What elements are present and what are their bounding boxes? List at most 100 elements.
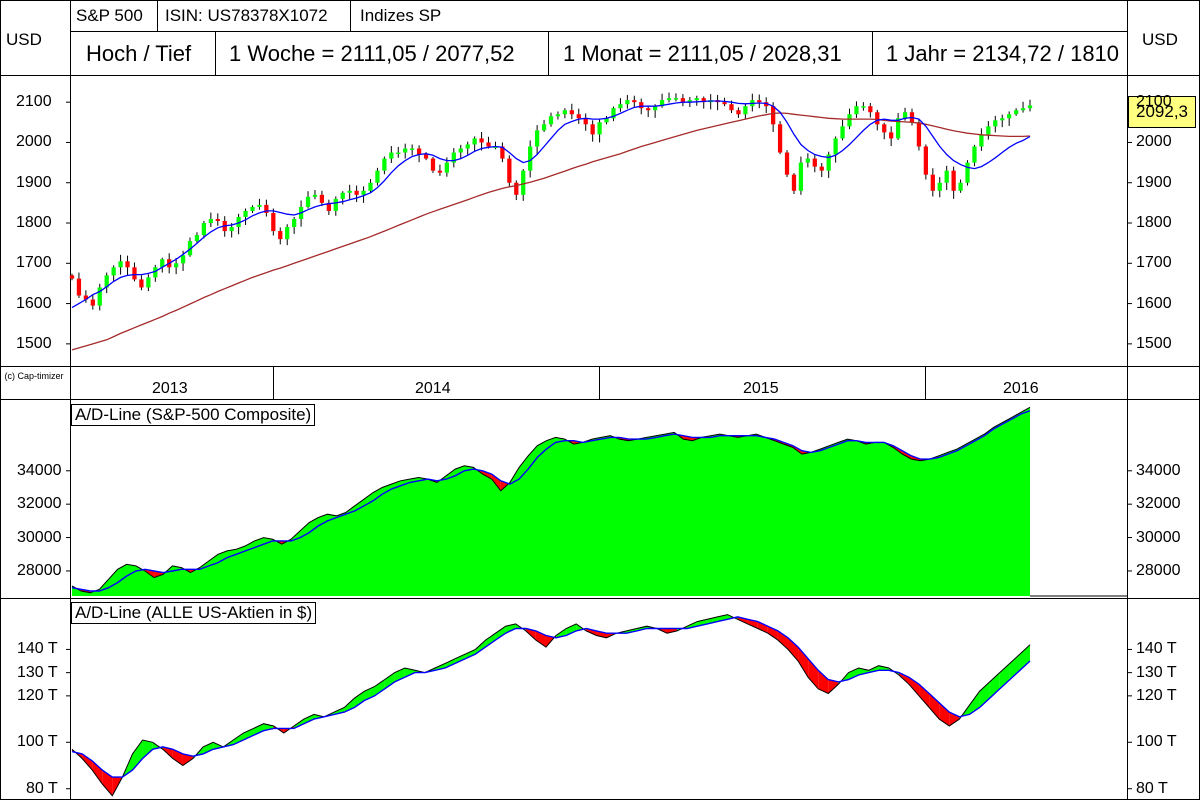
candle-down (83, 295, 89, 300)
candle-up (361, 190, 366, 195)
ad-below-ma-segment (902, 450, 912, 460)
candle-down (576, 114, 581, 119)
candle-down (486, 142, 491, 147)
candle-up (965, 162, 970, 183)
candle-down (923, 146, 929, 175)
candle-up (257, 204, 262, 207)
ad-above-ma-segment (303, 714, 315, 724)
y-tick-label-right: 120 T (1136, 686, 1177, 704)
moving-average-long (71, 112, 1031, 351)
y-tick-label-right: 30000 (1136, 528, 1181, 546)
ad-above-ma-segment (1019, 644, 1030, 671)
candle-down (430, 158, 436, 171)
candle-down (868, 106, 873, 113)
candle-up (833, 138, 838, 155)
ad-above-ma-segment (868, 665, 879, 673)
candle-down (139, 279, 144, 288)
y-tick-label-right: 28000 (1136, 561, 1181, 579)
candle-up (541, 124, 547, 131)
candle-up (604, 118, 609, 123)
candle-down (722, 102, 727, 105)
panel-title-ad-all-us: A/D-Line (ALLE US-Aktien in $) (71, 602, 317, 624)
candle-down (90, 299, 95, 306)
copyright: (c) Cap-timizer (4, 371, 64, 381)
candle-up (562, 110, 568, 115)
ad-below-ma-segment (757, 621, 768, 634)
candle-down (326, 202, 331, 211)
ad-below-ma-segment (908, 677, 920, 696)
candle-up (208, 218, 213, 224)
ad-below-ma-segment (818, 670, 829, 694)
candle-up (937, 182, 942, 191)
y-tick-label-right: 80 T (1136, 779, 1168, 797)
y-tick-label-right: 34000 (1136, 461, 1181, 479)
candle-up (847, 114, 852, 127)
y-tick-label-left: 30000 (17, 528, 62, 546)
y-tick-label-left: 32000 (17, 495, 62, 513)
ad-below-ma-segment (683, 435, 693, 441)
ad-below-ma-segment (182, 753, 194, 766)
candle-up (104, 275, 109, 288)
candle-up (659, 100, 665, 107)
ad-above-ma-segment (384, 672, 395, 689)
candle-up (396, 152, 401, 155)
candle-down (777, 124, 783, 153)
candle-up (618, 104, 623, 109)
ad-above-ma-segment (999, 663, 1010, 689)
candle-up (389, 152, 394, 159)
candle-up (979, 134, 984, 147)
ad-line-sp500-panel (66, 406, 1132, 597)
candle-up (458, 148, 463, 153)
candle-down (125, 261, 130, 268)
y-tick-label-left: 28000 (17, 561, 62, 579)
candle-up (201, 223, 207, 236)
ad-moving-average (71, 616, 1031, 778)
candle-up (451, 152, 456, 163)
candle-up (902, 112, 908, 119)
ad-below-ma-segment (491, 474, 501, 491)
price-panel (66, 92, 1132, 351)
candle-up (597, 122, 602, 135)
ad-line-all-us-panel (66, 614, 1132, 797)
y-tick-label-right: 1900 (1136, 173, 1172, 191)
candle-up (285, 227, 290, 240)
ad-below-ma-segment (798, 647, 809, 678)
candle-down (916, 122, 922, 147)
candle-up (652, 106, 658, 111)
candle-up (375, 170, 380, 183)
candle-up (368, 182, 373, 191)
candle-down (479, 138, 484, 143)
candle-up (625, 100, 630, 105)
candle-down (819, 166, 824, 171)
week-range: 1 Woche = 2111,05 / 2077,52 (229, 41, 515, 66)
ad-above-ma-segment (475, 640, 486, 655)
ad-above-ma-segment (848, 668, 859, 680)
currency-left: USD (6, 30, 42, 49)
year-label: 2016 (1003, 380, 1039, 397)
candle-up (173, 263, 179, 268)
candle-up (993, 120, 998, 127)
ad-below-ma-segment (92, 760, 103, 785)
candle-down (639, 102, 644, 109)
ad-above-ma-segment (445, 658, 456, 668)
candle-up (673, 98, 679, 100)
candle-down (132, 267, 137, 280)
ad-above-ma-segment (233, 733, 244, 745)
candle-up (236, 216, 241, 228)
candle-up (194, 235, 200, 242)
candle-up (944, 170, 949, 183)
candle-up (340, 192, 345, 199)
ad-above-ma-segment (354, 691, 365, 708)
candle-down (264, 204, 269, 213)
candle-up (229, 227, 234, 232)
candle-down (215, 218, 220, 221)
candle-up (1013, 110, 1019, 115)
candle-up (854, 106, 859, 115)
candle-up (611, 108, 616, 119)
candle-up (1000, 118, 1005, 121)
ad-line (71, 614, 1031, 797)
candle-down (951, 170, 956, 191)
y-tick-label-right: 1800 (1136, 214, 1172, 231)
ad-below-ma-segment (482, 470, 492, 480)
